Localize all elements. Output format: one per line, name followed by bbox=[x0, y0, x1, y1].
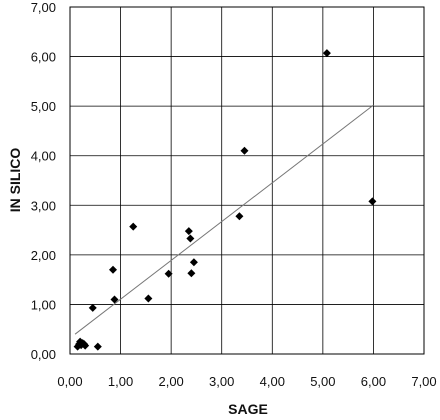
data-point bbox=[88, 303, 97, 312]
x-tick-labels: 0,00 1,00 2,00 3,00 4,00 5,00 6,00 7,00 bbox=[57, 374, 436, 389]
y-tick-label: 2,00 bbox=[31, 248, 56, 263]
grid-layer bbox=[69, 6, 425, 355]
y-tick-label: 5,00 bbox=[31, 99, 56, 114]
y-tick-label: 1,00 bbox=[31, 297, 56, 312]
y-axis-title: IN SILICO bbox=[7, 148, 23, 213]
data-point bbox=[189, 258, 198, 267]
x-tick-label: 2,00 bbox=[158, 374, 183, 389]
x-tick-label: 5,00 bbox=[310, 374, 335, 389]
data-point bbox=[240, 146, 249, 155]
x-tick-label: 7,00 bbox=[411, 374, 436, 389]
x-tick-label: 4,00 bbox=[260, 374, 285, 389]
data-point bbox=[187, 269, 196, 278]
data-point bbox=[235, 212, 244, 221]
data-point bbox=[184, 227, 193, 236]
data-point bbox=[129, 222, 138, 231]
x-tick-label: 6,00 bbox=[361, 374, 386, 389]
y-tick-label: 3,00 bbox=[31, 198, 56, 213]
data-point bbox=[164, 269, 173, 278]
data-point bbox=[81, 341, 90, 350]
data-point bbox=[144, 294, 153, 303]
x-axis-title: SAGE bbox=[228, 401, 268, 417]
x-tick-label: 0,00 bbox=[57, 374, 82, 389]
data-point bbox=[108, 265, 117, 274]
x-tick-label: 1,00 bbox=[108, 374, 133, 389]
points-layer bbox=[73, 49, 377, 351]
data-point bbox=[93, 342, 102, 351]
y-tick-label: 7,00 bbox=[31, 0, 56, 15]
trendline bbox=[74, 104, 374, 335]
y-tick-labels: 0,00 1,00 2,00 3,00 4,00 5,00 6,00 7,00 bbox=[31, 0, 56, 362]
trendline-layer bbox=[74, 104, 374, 335]
y-tick-label: 6,00 bbox=[31, 50, 56, 65]
plot-border bbox=[69, 6, 425, 355]
data-point bbox=[368, 197, 377, 206]
data-point bbox=[110, 295, 119, 304]
data-point bbox=[322, 49, 331, 58]
x-tick-label: 3,00 bbox=[209, 374, 234, 389]
data-point bbox=[186, 234, 195, 243]
plot-frame bbox=[69, 6, 425, 355]
y-tick-label: 4,00 bbox=[31, 149, 56, 164]
y-tick-label: 0,00 bbox=[31, 347, 56, 362]
